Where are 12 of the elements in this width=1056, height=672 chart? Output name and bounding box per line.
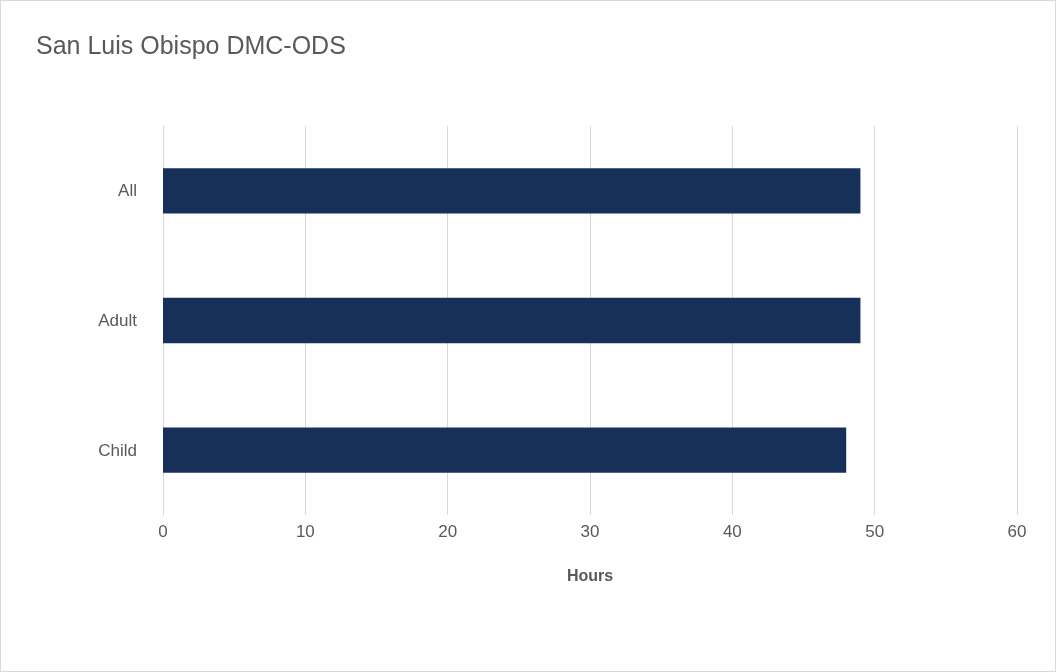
x-tick-label: 0 (158, 522, 168, 541)
x-tick-label: 50 (865, 522, 885, 541)
x-tick-label: 60 (1007, 522, 1027, 541)
x-axis-title: Hours (566, 566, 614, 584)
y-tick-label: All (118, 181, 137, 201)
y-tick-label: Adult (98, 311, 138, 330)
x-tick-label: 20 (438, 522, 458, 541)
x-tick-label: 40 (722, 522, 742, 541)
chart-title: San Luis Obispo DMC-ODS (36, 30, 346, 59)
x-tick-label: 30 (580, 522, 600, 541)
x-tick-label: 10 (295, 522, 315, 541)
y-tick-label: Child (98, 440, 137, 460)
